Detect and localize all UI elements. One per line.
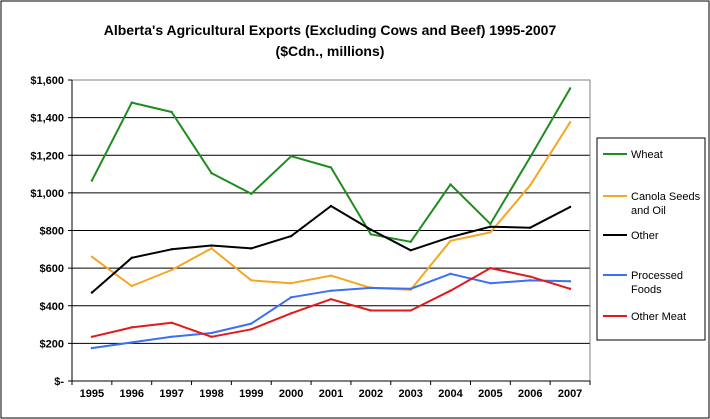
- y-tick-label: $600: [40, 263, 64, 275]
- data-point: [250, 247, 253, 250]
- y-tick-label: $800: [40, 226, 64, 238]
- data-point: [529, 226, 532, 229]
- x-tick-label: 2000: [279, 388, 303, 400]
- data-point: [210, 331, 213, 335]
- y-tick-label: $-: [54, 376, 64, 388]
- data-point: [489, 231, 492, 234]
- data-point: [289, 296, 293, 299]
- data-point: [409, 240, 412, 243]
- data-point: [329, 289, 333, 292]
- data-point: [289, 154, 293, 158]
- data-point: [529, 279, 532, 282]
- data-point: [130, 284, 133, 288]
- y-tick-label: $200: [40, 338, 64, 350]
- data-point: [568, 87, 572, 90]
- data-point: [130, 101, 133, 104]
- data-point: [329, 166, 333, 169]
- x-tick-label: 2002: [359, 388, 383, 400]
- data-point: [329, 204, 333, 208]
- legend-label: Other: [631, 230, 659, 242]
- x-tick-label: 2007: [558, 388, 582, 400]
- legend-label: Other Meat: [631, 311, 686, 323]
- data-point: [409, 249, 412, 252]
- data-point: [289, 312, 293, 315]
- data-point: [449, 235, 452, 239]
- data-point: [369, 228, 373, 231]
- data-point: [130, 326, 133, 329]
- y-tick-label: $1,600: [30, 75, 64, 87]
- data-point: [529, 155, 532, 159]
- data-point: [529, 275, 532, 278]
- data-point: [329, 274, 333, 277]
- data-point: [210, 335, 213, 338]
- gridlines: [72, 117, 590, 344]
- data-point: [568, 280, 572, 283]
- x-tick-label: 2005: [478, 388, 502, 400]
- chart-title: Alberta's Agricultural Exports (Excludin…: [104, 22, 557, 38]
- data-point: [170, 268, 173, 272]
- data-point: [170, 248, 173, 251]
- data-point: [449, 272, 452, 275]
- legend-label: Processed Foods: [631, 270, 683, 296]
- y-tick-label: $1,400: [30, 113, 64, 125]
- data-point: [489, 281, 492, 285]
- data-point: [250, 279, 253, 282]
- data-point: [210, 247, 213, 250]
- data-point: [369, 309, 373, 312]
- data-point: [210, 244, 213, 247]
- data-point: [170, 335, 173, 338]
- data-point: [90, 335, 94, 338]
- data-point: [210, 171, 213, 175]
- data-point: [170, 110, 173, 114]
- chart-subtitle: ($Cdn., millions): [276, 43, 385, 59]
- x-tick-label: 2004: [438, 388, 463, 400]
- axes: $- $200 $400 $600 $800 $1,000 $1,200 $1,400 $1,6…: [30, 75, 591, 400]
- data-point: [250, 328, 253, 331]
- data-point: [489, 225, 492, 228]
- data-point: [409, 287, 412, 291]
- x-tick-label: 2003: [398, 388, 422, 400]
- data-point: [568, 287, 572, 291]
- x-tick-label: 2001: [319, 388, 343, 400]
- x-tick-label: 1996: [120, 388, 144, 400]
- y-tick-label: $1,000: [30, 188, 64, 200]
- data-point: [568, 121, 572, 124]
- data-point: [90, 346, 94, 350]
- data-point: [369, 286, 373, 290]
- x-tick-label: 1995: [80, 388, 104, 400]
- data-point: [449, 183, 452, 186]
- data-point: [369, 233, 373, 236]
- data-point: [409, 309, 412, 312]
- data-point: [489, 222, 492, 226]
- data-point: [289, 281, 293, 285]
- data-point: [250, 322, 253, 325]
- data-point: [449, 289, 452, 292]
- data-point: [90, 179, 94, 182]
- x-tick-label: 1998: [199, 388, 223, 400]
- data-point: [529, 184, 532, 187]
- data-point: [489, 266, 492, 270]
- x-tick-label: 2006: [518, 388, 542, 400]
- legend: Wheat Canola Seeds and Oil Other Processed Fo…: [596, 137, 706, 341]
- data-point: [250, 192, 253, 196]
- data-point: [90, 291, 94, 294]
- data-point: [170, 321, 173, 324]
- legend-label: Canola Seeds and Oil: [631, 191, 701, 217]
- data-point: [90, 255, 94, 259]
- data-point: [329, 297, 333, 301]
- y-tick-label: $1,200: [30, 150, 64, 162]
- data-point: [568, 205, 572, 209]
- x-tick-label: 1999: [239, 388, 263, 400]
- legend-label: Wheat: [631, 149, 663, 161]
- data-point: [449, 239, 452, 243]
- series-lines: [90, 87, 572, 350]
- y-tick-label: $400: [40, 301, 64, 313]
- data-point: [130, 341, 133, 344]
- legend-box: [596, 137, 706, 341]
- data-point: [289, 234, 293, 238]
- x-tick-label: 1997: [159, 388, 183, 400]
- data-point: [130, 256, 133, 259]
